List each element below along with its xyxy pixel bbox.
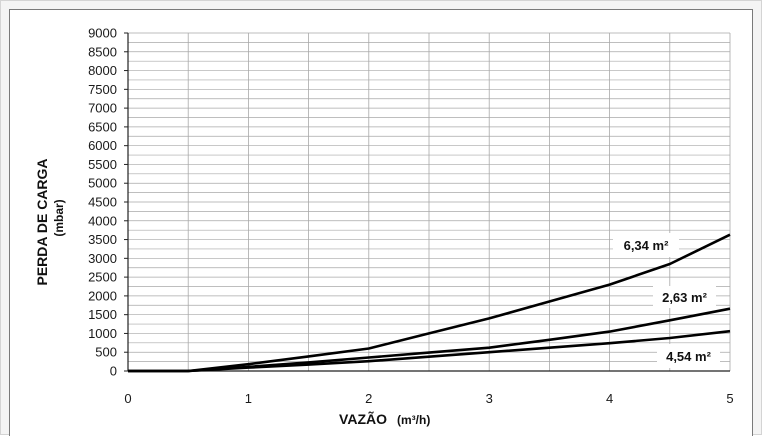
series-line-1 (128, 233, 731, 373)
y-tick-label: 1500 (88, 307, 117, 322)
x-tick-labels: 0 1 2 3 4 5 (124, 391, 733, 406)
x-tick-label: 1 (245, 391, 252, 406)
y-tick-label: 7500 (88, 82, 117, 97)
series-label: 2,63 m² (662, 290, 707, 305)
y-tick-label: 8000 (88, 63, 117, 78)
y-tick-label: 9000 (88, 26, 117, 41)
x-tick-label: 0 (124, 391, 131, 406)
x-axis-title: VAZÃO (339, 410, 387, 427)
y-tick-label: 3000 (88, 251, 117, 266)
y-tick-label: 2000 (88, 288, 117, 303)
y-tick-label: 1000 (88, 326, 117, 341)
x-tick-label: 4 (606, 391, 613, 406)
x-tick-label: 3 (486, 391, 493, 406)
y-tick-label: 0 (110, 364, 117, 379)
series-labels: 6,34 m² 2,63 m² 4,54 m² (613, 233, 720, 368)
series-label-bg (653, 286, 716, 308)
y-tick-label: 3500 (88, 232, 117, 247)
series-label: 6,34 m² (624, 238, 669, 253)
series-label: 4,54 m² (666, 349, 711, 364)
series-lines (128, 233, 731, 373)
grid (127, 32, 731, 372)
y-tick-label: 4500 (88, 195, 117, 210)
y-tick-label: 6500 (88, 119, 117, 134)
y-tick-label: 7000 (88, 101, 117, 116)
series-line-3 (128, 329, 731, 373)
series-label-bg (613, 233, 679, 257)
y-tick-labels: 0 500 1000 1500 2000 2500 3000 3500 4000 4500 5000… (88, 26, 128, 379)
y-tick-label: 6000 (88, 138, 117, 153)
series-label-bg (657, 344, 720, 368)
y-tick-label: 5500 (88, 157, 117, 172)
y-tick-label: 500 (95, 345, 117, 360)
y-tick-label: 4000 (88, 213, 117, 228)
y-tick-label: 2500 (88, 270, 117, 285)
y-tick-label: 8500 (88, 44, 117, 59)
y-axis-unit: (mbar) (52, 199, 66, 236)
x-tick-label: 5 (726, 391, 733, 406)
y-axis-title: PERDA DE CARGA (34, 158, 50, 285)
x-tick-label: 2 (365, 391, 372, 406)
y-tick-label: 5000 (88, 176, 117, 191)
x-axis-unit: (m³/h) (397, 413, 430, 427)
